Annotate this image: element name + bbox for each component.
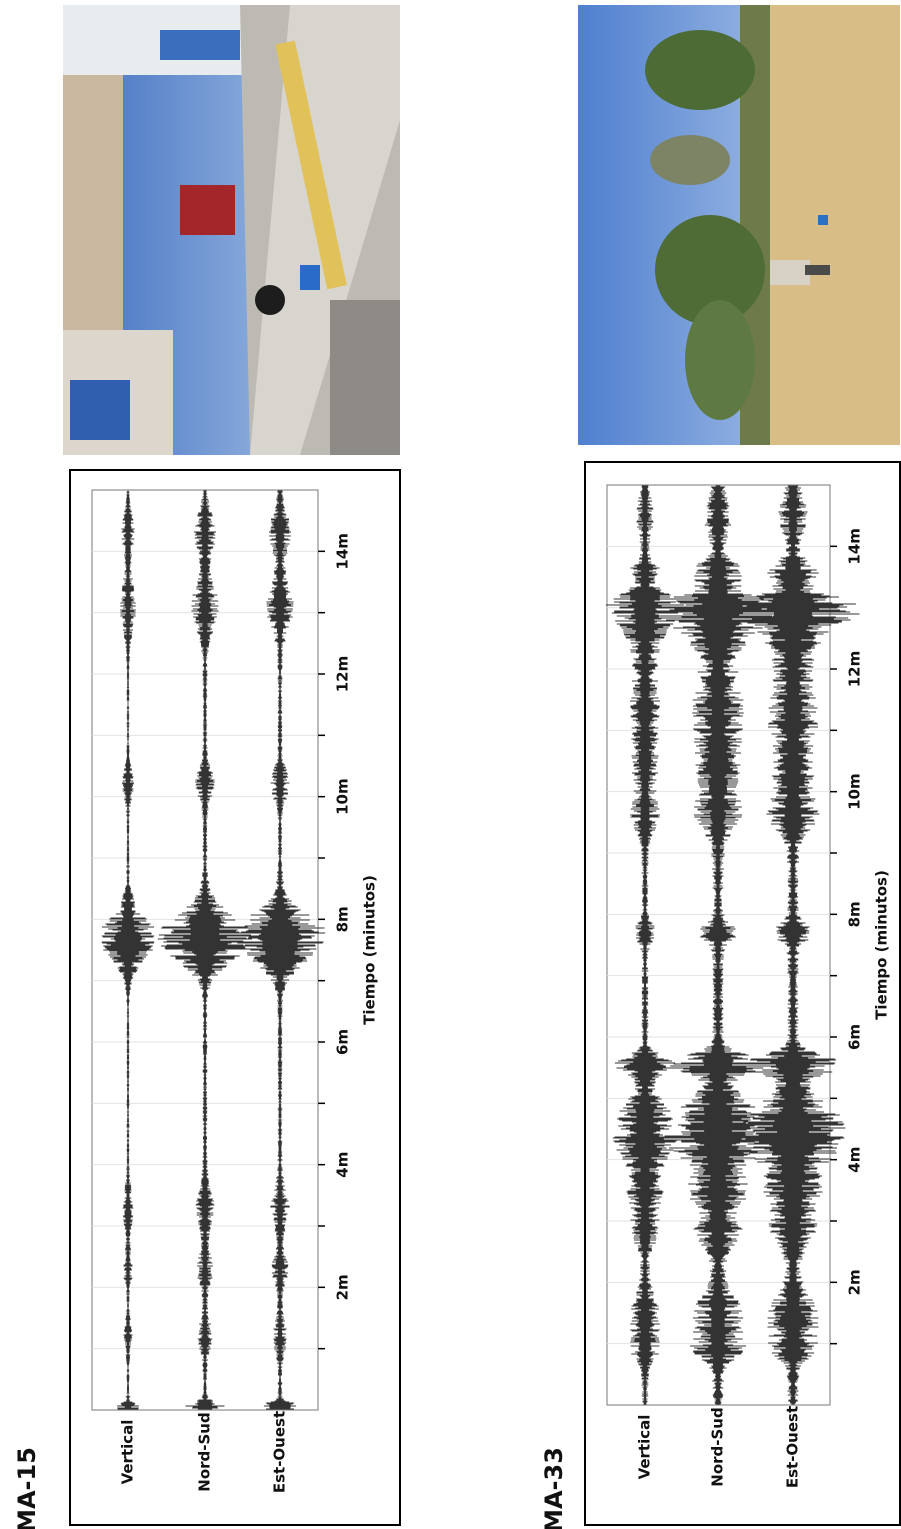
tick-label: 12m — [334, 656, 352, 693]
panel-frame — [584, 461, 901, 1526]
axis-label: Tiempo (minutos) — [873, 870, 891, 1020]
waveform — [726, 485, 860, 1405]
panels: MA-15 2m 4m 6m 8m 10m 12m 14m Tiempo (minutos) Ve… — [13, 461, 901, 1529]
tick-label: 6m — [846, 1024, 864, 1050]
waveform — [234, 490, 326, 1410]
tick-label: 2m — [846, 1269, 864, 1295]
waveform — [101, 490, 155, 1410]
panel-label: MA-15 — [13, 1447, 41, 1529]
tick-label: 14m — [334, 533, 352, 570]
trace-label: Nord-Sud — [709, 1407, 727, 1486]
photo-street — [63, 5, 400, 455]
waveform — [651, 485, 785, 1405]
tick-label: 2m — [334, 1274, 352, 1300]
tick-label: 10m — [334, 778, 352, 815]
tick-label: 10m — [846, 773, 864, 810]
trace-label: Vertical — [636, 1415, 654, 1480]
tick-label: 4m — [334, 1152, 352, 1178]
trace-label: Vertical — [119, 1420, 137, 1485]
waveform — [157, 490, 253, 1410]
axis-label: Tiempo (minutos) — [361, 875, 379, 1025]
seismogram-panel: MA-33 2m 4m 6m 8m 10m 12m 14m Tiempo (minutos) Ve… — [540, 461, 901, 1529]
tick-label: 8m — [334, 906, 352, 932]
panel-label: MA-33 — [540, 1447, 568, 1529]
tick-label: 14m — [846, 528, 864, 565]
waveform — [605, 485, 685, 1405]
seismogram-panel: MA-15 2m 4m 6m 8m 10m 12m 14m Tiempo (minutos) Ve… — [13, 469, 401, 1529]
trace-label: Est-Ouest — [784, 1406, 802, 1488]
tick-label: 8m — [846, 901, 864, 927]
photo-field — [578, 5, 900, 445]
panel-frame — [69, 469, 401, 1526]
tick-label: 12m — [846, 651, 864, 688]
tick-label: 6m — [334, 1029, 352, 1055]
trace-label: Nord-Sud — [196, 1412, 214, 1491]
trace-label: Est-Ouest — [271, 1411, 289, 1493]
tick-label: 4m — [846, 1147, 864, 1173]
